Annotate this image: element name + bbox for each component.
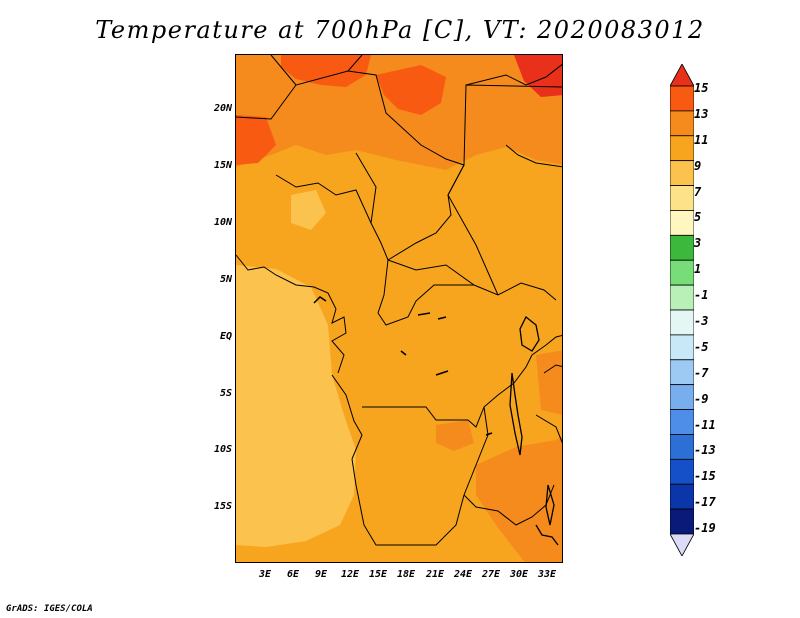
hot-region-north-central: [376, 65, 446, 115]
colorbar-swatch: [670, 508, 694, 535]
hot-region-northwest: [281, 55, 371, 87]
lat-label: 15S: [213, 501, 232, 512]
lon-label: 33E: [537, 569, 557, 580]
lake-outlines: [509, 315, 559, 546]
colorbar-swatch: [670, 409, 694, 435]
colorbar-label: -5: [694, 340, 709, 354]
colorbar-label: -19: [694, 521, 716, 535]
chart-title: Temperature at 700hPa [C], VT: 202008301…: [95, 16, 705, 44]
colorbar-label: -3: [694, 314, 709, 328]
lat-label: EQ: [219, 331, 232, 342]
colorbar: [670, 64, 694, 556]
lon-label: 12E: [340, 569, 360, 580]
colorbar-label: -1: [694, 288, 709, 302]
colorbar-label: -17: [694, 495, 716, 509]
colorbar-label: -15: [694, 469, 716, 483]
lon-label: 6E: [286, 569, 300, 580]
lon-label: 18E: [396, 569, 416, 580]
colorbar-swatch: [670, 160, 694, 186]
cool-region-atlantic: [236, 265, 356, 547]
lat-label: 10S: [213, 444, 232, 455]
cool-patch-nigeria: [291, 190, 326, 230]
colorbar-label: 11: [694, 133, 709, 147]
lat-label: 5N: [219, 274, 232, 285]
colorbar-swatch: [670, 185, 694, 211]
colorbar-label: 3: [694, 236, 702, 250]
colorbar-swatch: [670, 135, 694, 162]
lon-label: 27E: [481, 569, 501, 580]
lat-label: 20N: [213, 103, 232, 114]
warm-region-southeast: [476, 436, 562, 562]
lon-label: 15E: [368, 569, 388, 580]
lon-label: 21E: [425, 569, 445, 580]
colorbar-swatch: [670, 483, 694, 510]
lon-label: 24E: [453, 569, 473, 580]
colorbar-label: -7: [694, 366, 709, 380]
warm-patch-east: [536, 350, 562, 415]
colorbar-swatch: [670, 458, 694, 485]
colorbar-label: 13: [694, 107, 709, 121]
colorbar-label: 1: [694, 262, 702, 276]
colorbar-bottom-arrow: [670, 533, 694, 556]
colorbar-label: 5: [694, 210, 702, 224]
colorbar-swatch: [670, 210, 694, 236]
lat-label: 10N: [213, 217, 232, 228]
colorbar-label: -11: [694, 418, 716, 432]
colorbar-swatch: [670, 284, 694, 311]
colorbar-label: 9: [694, 159, 702, 173]
colorbar-top-arrow: [670, 64, 694, 87]
colorbar-swatch: [670, 359, 694, 386]
lon-label: 9E: [314, 569, 328, 580]
hot-region-west: [236, 115, 276, 165]
political-borders: [236, 55, 562, 546]
colorbar-label: 15: [694, 81, 709, 95]
colorbar-swatch: [670, 434, 694, 460]
map-plot-area: [235, 54, 563, 563]
colorbar-swatch: [670, 110, 694, 137]
warm-patch-central: [436, 420, 474, 451]
lon-label: 30E: [509, 569, 529, 580]
colorbar-label: -9: [694, 392, 709, 406]
credit-text: GrADS: IGES/COLA: [6, 604, 93, 614]
lat-label: 15N: [213, 160, 232, 171]
colorbar-swatch: [670, 234, 694, 261]
colorbar-swatch: [670, 259, 694, 286]
temperature-map: [236, 55, 562, 562]
lat-label: 5S: [219, 388, 232, 399]
colorbar-swatch: [670, 85, 694, 112]
colorbar-swatch: [670, 309, 694, 336]
colorbar-swatch: [670, 384, 694, 410]
colorbar-label: -13: [694, 443, 716, 457]
river-marks: [313, 296, 493, 436]
colorbar-label: 7: [694, 185, 702, 199]
lon-label: 3E: [258, 569, 272, 580]
colorbar-swatch: [670, 334, 694, 361]
